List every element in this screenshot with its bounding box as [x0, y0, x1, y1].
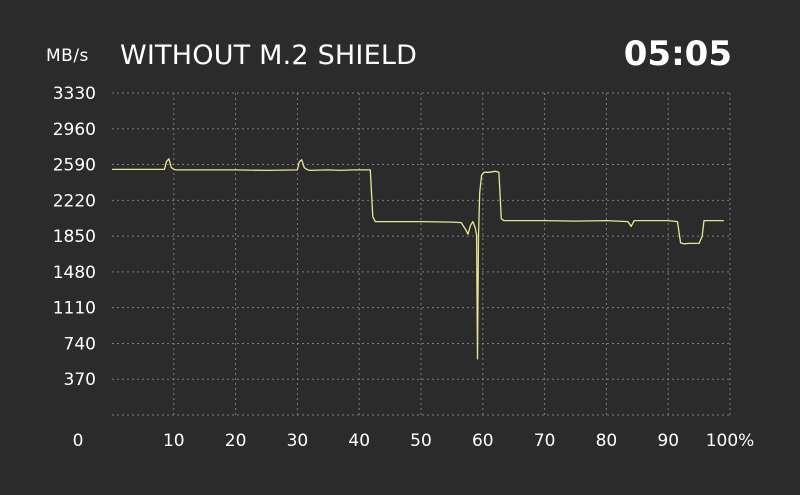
y-tick-label: 1850: [53, 227, 96, 247]
y-axis-unit: MB/s: [46, 46, 89, 66]
x-tick-label: 10: [163, 431, 185, 451]
elapsed-timer: 05:05: [623, 34, 732, 74]
y-tick-label: 1110: [53, 299, 96, 319]
x-tick-label: 20: [225, 431, 247, 451]
chart-title: WITHOUT M.2 SHIELD: [120, 40, 418, 71]
y-tick-label: 740: [64, 334, 96, 354]
y-tick-label: 3330: [53, 84, 96, 104]
y-tick-label: 2220: [53, 191, 96, 211]
x-tick-label: 0: [73, 431, 84, 451]
x-tick-label: 40: [348, 431, 370, 451]
x-tick-label: 100%: [706, 431, 755, 451]
x-tick-label: 70: [534, 431, 556, 451]
y-tick-label: 1480: [53, 263, 96, 283]
throughput-line: [112, 158, 724, 360]
x-tick-label: 80: [596, 431, 618, 451]
y-tick-label: 2960: [53, 120, 96, 140]
x-tick-label: 50: [410, 431, 432, 451]
x-tick-label: 60: [472, 431, 494, 451]
y-tick-label: 2590: [53, 156, 96, 176]
x-tick-label: 90: [657, 431, 679, 451]
x-tick-label: 30: [287, 431, 309, 451]
y-tick-label: 370: [64, 370, 96, 390]
